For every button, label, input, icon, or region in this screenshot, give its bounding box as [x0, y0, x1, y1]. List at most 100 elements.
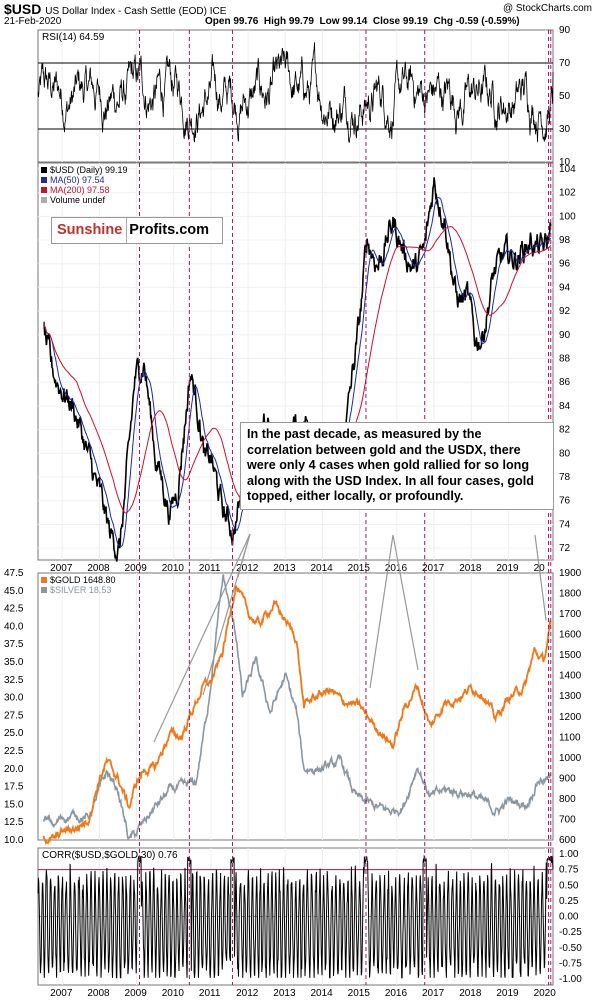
usd-tick-label: 86	[559, 377, 571, 388]
corr-tick-label: -0.25	[559, 927, 582, 938]
high-value: High 99.79	[263, 16, 314, 27]
chart-description: US Dollar Index - Cash Settle (EOD) ICE	[45, 6, 227, 17]
gold-tick-label: 900	[559, 773, 576, 784]
corr-x-tick-label: 2018	[459, 988, 482, 999]
silver-tick-label: 32.5	[4, 675, 24, 686]
gold-tick-label: 1500	[559, 650, 582, 661]
silver-tick-label: 12.5	[4, 817, 24, 828]
usd-tick-label: 92	[559, 306, 571, 317]
gold-tick-label: 700	[559, 814, 576, 825]
usd-tick-label: 72	[559, 543, 571, 554]
usd-tick-label: 76	[559, 496, 571, 507]
silver-tick-label: 42.5	[4, 604, 24, 615]
silver-tick-label: 20.0	[4, 764, 24, 775]
corr-tick-label: -0.50	[559, 943, 582, 954]
corr-x-tick-label: 2012	[236, 988, 259, 999]
gold-legend-swatch	[41, 587, 47, 593]
usd-legend-item: MA(200) 97.58	[50, 185, 110, 195]
silver-tick-label: 45.0	[4, 586, 24, 597]
usd-legend-swatch	[41, 177, 47, 183]
usd-x-tick-label: 2009	[125, 563, 148, 574]
usd-x-tick-label: 2013	[273, 563, 296, 574]
corr-x-tick-label: 2015	[348, 988, 371, 999]
usd-x-tick-label: 2016	[385, 563, 408, 574]
silver-tick-label: 35.0	[4, 657, 24, 668]
corr-tick-label: -1.00	[559, 974, 582, 985]
panel-frame-usd	[37, 162, 554, 561]
silver-tick-label: 17.5	[4, 782, 24, 793]
gold-tick-label: 1900	[559, 568, 582, 579]
corr-x-tick-label: 2016	[385, 988, 408, 999]
silver-tick-label: 30.0	[4, 693, 24, 704]
corr-x-tick-label: 2007	[50, 988, 73, 999]
rsi-tick-label: 50	[559, 91, 571, 102]
corr-tick-label: 0.75	[559, 865, 579, 876]
corr-x-tick-label: 2008	[87, 988, 110, 999]
gold-legend-swatch	[41, 577, 47, 583]
corr-x-tick-label: 2009	[125, 988, 148, 999]
callout-pointer	[369, 534, 394, 689]
corr-legend: CORR($USD,$GOLD,30) 0.76	[42, 850, 178, 861]
silver-tick-label: 22.5	[4, 746, 24, 757]
usd-x-tick-label: 2015	[348, 563, 371, 574]
brand-part-1: Sunshine	[52, 218, 128, 243]
usd-tick-label: 82	[559, 425, 571, 436]
panel-frame-gold	[37, 572, 554, 841]
usd-tick-label: 100	[559, 211, 576, 222]
corr-x-tick-label: 2017	[422, 988, 445, 999]
close-value: Close 99.19	[372, 16, 428, 27]
copyright: @ StockCharts.com	[502, 3, 592, 14]
gold-tick-label: 1600	[559, 630, 582, 641]
usd-tick-label: 80	[559, 448, 571, 459]
open-value: Open 99.76	[205, 16, 259, 27]
callout-pointer	[153, 533, 251, 743]
usd-legend-item: $USD (Daily) 99.19	[50, 165, 128, 175]
usd-tick-label: 104	[559, 164, 576, 175]
corr-x-tick-label: 2013	[273, 988, 296, 999]
callout-pointer	[237, 533, 251, 578]
gold-tick-label: 1700	[559, 609, 582, 620]
usd-x-tick-label: 2019	[496, 563, 519, 574]
gold-tick-label: 600	[559, 835, 576, 846]
gold-legend-item: $GOLD 1648.80	[50, 575, 116, 585]
low-value: Low 99.14	[319, 16, 368, 27]
silver-tick-label: 27.5	[4, 710, 24, 721]
usd-legend-swatch	[41, 187, 47, 193]
silver-tick-label: 15.0	[4, 799, 24, 810]
gold-tick-label: 800	[559, 794, 576, 805]
corr-x-tick-label: 2010	[162, 988, 185, 999]
rsi-legend: RSI(14) 64.59	[42, 32, 105, 43]
usd-legend-swatch	[41, 197, 47, 203]
corr-x-tick-label: 2020	[534, 988, 557, 999]
corr-line	[37, 854, 554, 979]
usd-legend-item: MA(50) 97.54	[50, 175, 105, 185]
usd-legend-swatch	[41, 167, 47, 173]
rsi-line	[37, 42, 554, 143]
usd-x-tick-label: 2018	[459, 563, 482, 574]
ohlc-readout: Open 99.76 High 99.79 Low 99.14 Close 99…	[205, 16, 520, 27]
corr-x-tick-label: 2014	[310, 988, 333, 999]
usd-tick-label: 98	[559, 235, 571, 246]
usd-x-tick-label: 2011	[199, 563, 221, 574]
brand-part-2: Profits.com	[129, 222, 210, 238]
chart-date: 21-Feb-2020	[4, 16, 62, 27]
usd-x-tick-label: 2007	[50, 563, 73, 574]
chart-symbol: $USD US Dollar Index - Cash Settle (EOD)…	[4, 1, 227, 17]
corr-x-tick-label: 2019	[496, 988, 519, 999]
rsi-tick-label: 10	[559, 157, 571, 168]
callout-pointer	[534, 534, 547, 621]
silver-tick-label: 37.5	[4, 639, 24, 650]
gold-tick-label: 1800	[559, 589, 582, 600]
gold-tick-label: 1200	[559, 712, 582, 723]
gold-line	[42, 584, 552, 845]
silver-tick-label: 25.0	[4, 728, 24, 739]
usd-x-tick-label: 2012	[236, 563, 259, 574]
usd-tick-label: 78	[559, 472, 571, 483]
corr-tick-label: 0.50	[559, 880, 579, 891]
rsi-tick-label: 90	[559, 25, 571, 36]
callout-annotation: In the past decade, as measured by the c…	[240, 422, 554, 510]
usd-tick-label: 84	[559, 401, 571, 412]
usd-tick-label: 90	[559, 330, 571, 341]
corr-tick-label: 0.25	[559, 896, 579, 907]
silver-line	[42, 574, 552, 841]
